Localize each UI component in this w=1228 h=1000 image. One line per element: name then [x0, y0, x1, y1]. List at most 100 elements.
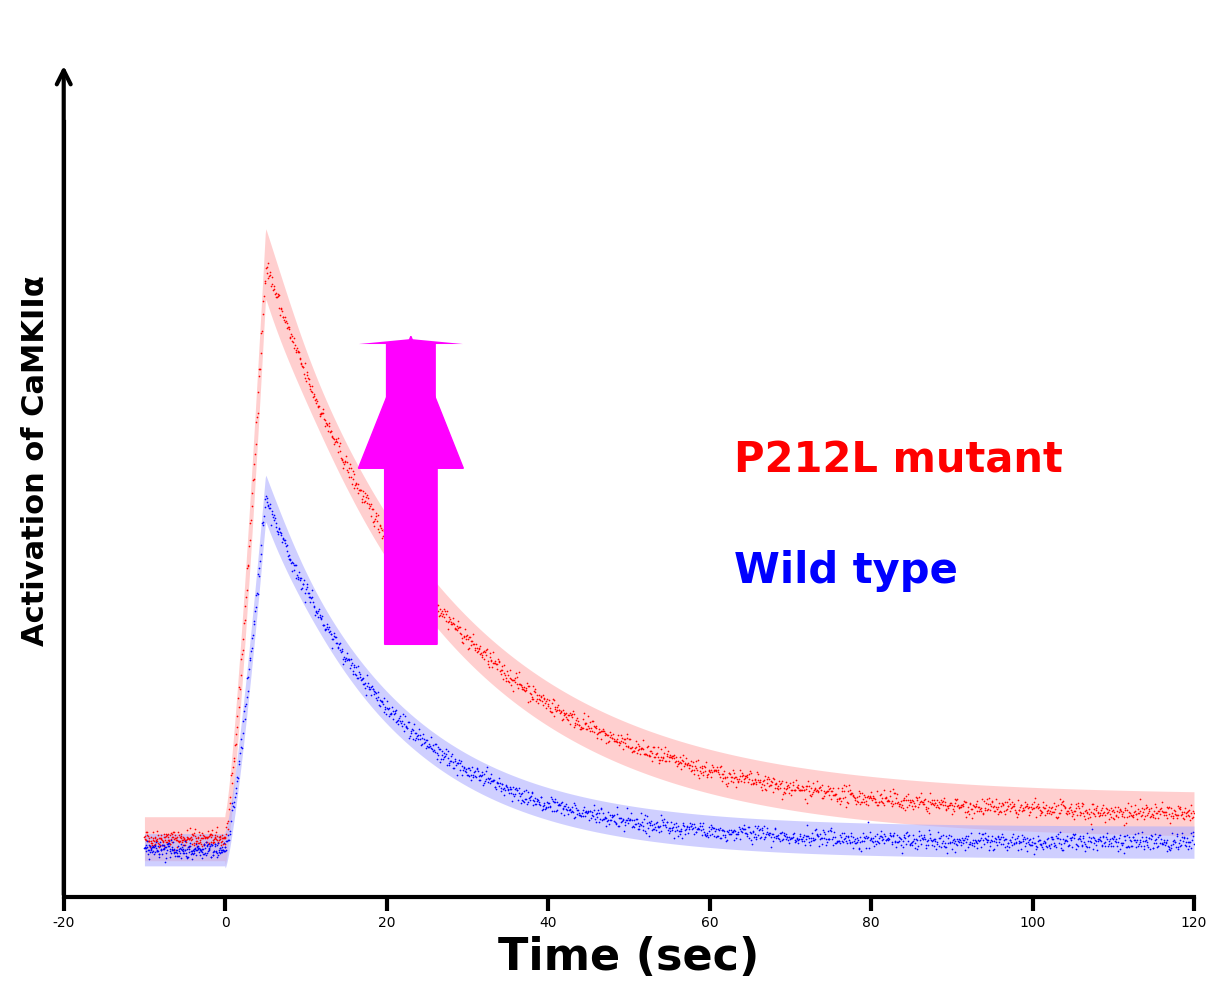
- Point: [1173, 806, 1192, 822]
- Point: [230, 756, 249, 772]
- Point: [1062, 808, 1082, 824]
- Point: [203, 832, 222, 848]
- Point: [1158, 800, 1178, 816]
- Point: [860, 840, 879, 856]
- Point: [1148, 803, 1168, 819]
- Point: [446, 621, 465, 637]
- Point: [946, 844, 965, 860]
- Point: [394, 554, 414, 570]
- Point: [998, 835, 1018, 851]
- Point: [228, 690, 248, 706]
- Point: [1173, 833, 1192, 849]
- Point: [494, 780, 513, 796]
- Point: [244, 616, 264, 632]
- Point: [1156, 804, 1175, 820]
- Point: [823, 829, 842, 845]
- Point: [874, 835, 894, 851]
- Point: [174, 831, 194, 847]
- Point: [620, 812, 640, 828]
- Point: [189, 840, 209, 856]
- Point: [995, 839, 1014, 855]
- Point: [181, 820, 200, 836]
- Point: [1072, 798, 1092, 814]
- Point: [871, 828, 890, 844]
- Point: [235, 615, 254, 631]
- Point: [616, 730, 636, 746]
- Point: [249, 560, 269, 576]
- Point: [491, 666, 511, 682]
- Point: [530, 692, 550, 708]
- Point: [958, 828, 977, 844]
- Point: [1122, 829, 1142, 845]
- Point: [538, 696, 558, 712]
- Point: [441, 611, 460, 627]
- Point: [753, 820, 772, 836]
- Point: [330, 635, 350, 651]
- Point: [1028, 833, 1047, 849]
- Point: [251, 361, 270, 377]
- Point: [971, 839, 991, 855]
- Point: [538, 795, 558, 811]
- Point: [575, 808, 594, 824]
- Point: [564, 810, 583, 826]
- Point: [591, 811, 610, 827]
- Point: [1115, 802, 1135, 818]
- Point: [728, 824, 748, 840]
- Point: [363, 514, 383, 530]
- Point: [738, 828, 758, 844]
- Point: [222, 765, 242, 781]
- Point: [1149, 806, 1169, 822]
- Point: [154, 833, 173, 849]
- Point: [732, 820, 752, 836]
- Point: [168, 848, 188, 864]
- Point: [209, 832, 228, 848]
- Point: [467, 636, 486, 652]
- Point: [717, 778, 737, 794]
- Point: [770, 776, 790, 792]
- Point: [916, 840, 936, 856]
- Point: [460, 762, 480, 778]
- Point: [172, 834, 192, 850]
- Point: [684, 816, 704, 832]
- Point: [1136, 832, 1156, 848]
- Point: [948, 797, 968, 813]
- Point: [161, 827, 181, 843]
- Point: [212, 827, 232, 843]
- Point: [539, 692, 559, 708]
- Point: [938, 798, 958, 814]
- Point: [414, 735, 433, 751]
- Point: [269, 520, 289, 536]
- Point: [672, 823, 691, 839]
- Point: [408, 578, 427, 594]
- Point: [973, 791, 992, 807]
- Point: [352, 483, 372, 499]
- Point: [725, 765, 744, 781]
- Point: [276, 538, 296, 554]
- Point: [921, 830, 941, 846]
- Point: [745, 829, 765, 845]
- Point: [737, 768, 756, 784]
- Point: [694, 824, 713, 840]
- Point: [405, 732, 425, 748]
- Point: [238, 558, 258, 574]
- Point: [1027, 798, 1046, 814]
- Point: [880, 795, 900, 811]
- Point: [780, 775, 799, 791]
- Point: [527, 791, 546, 807]
- Point: [169, 848, 189, 864]
- Point: [957, 794, 976, 810]
- Point: [558, 707, 577, 723]
- Point: [1027, 839, 1046, 855]
- Point: [147, 823, 167, 839]
- Point: [496, 777, 516, 793]
- Point: [253, 306, 273, 322]
- Point: [376, 699, 395, 715]
- Point: [1071, 833, 1090, 849]
- Point: [1131, 803, 1151, 819]
- Point: [226, 726, 246, 742]
- Point: [262, 269, 281, 285]
- Point: [1024, 800, 1044, 816]
- Point: [400, 569, 420, 585]
- Point: [630, 746, 650, 762]
- Point: [1120, 832, 1140, 848]
